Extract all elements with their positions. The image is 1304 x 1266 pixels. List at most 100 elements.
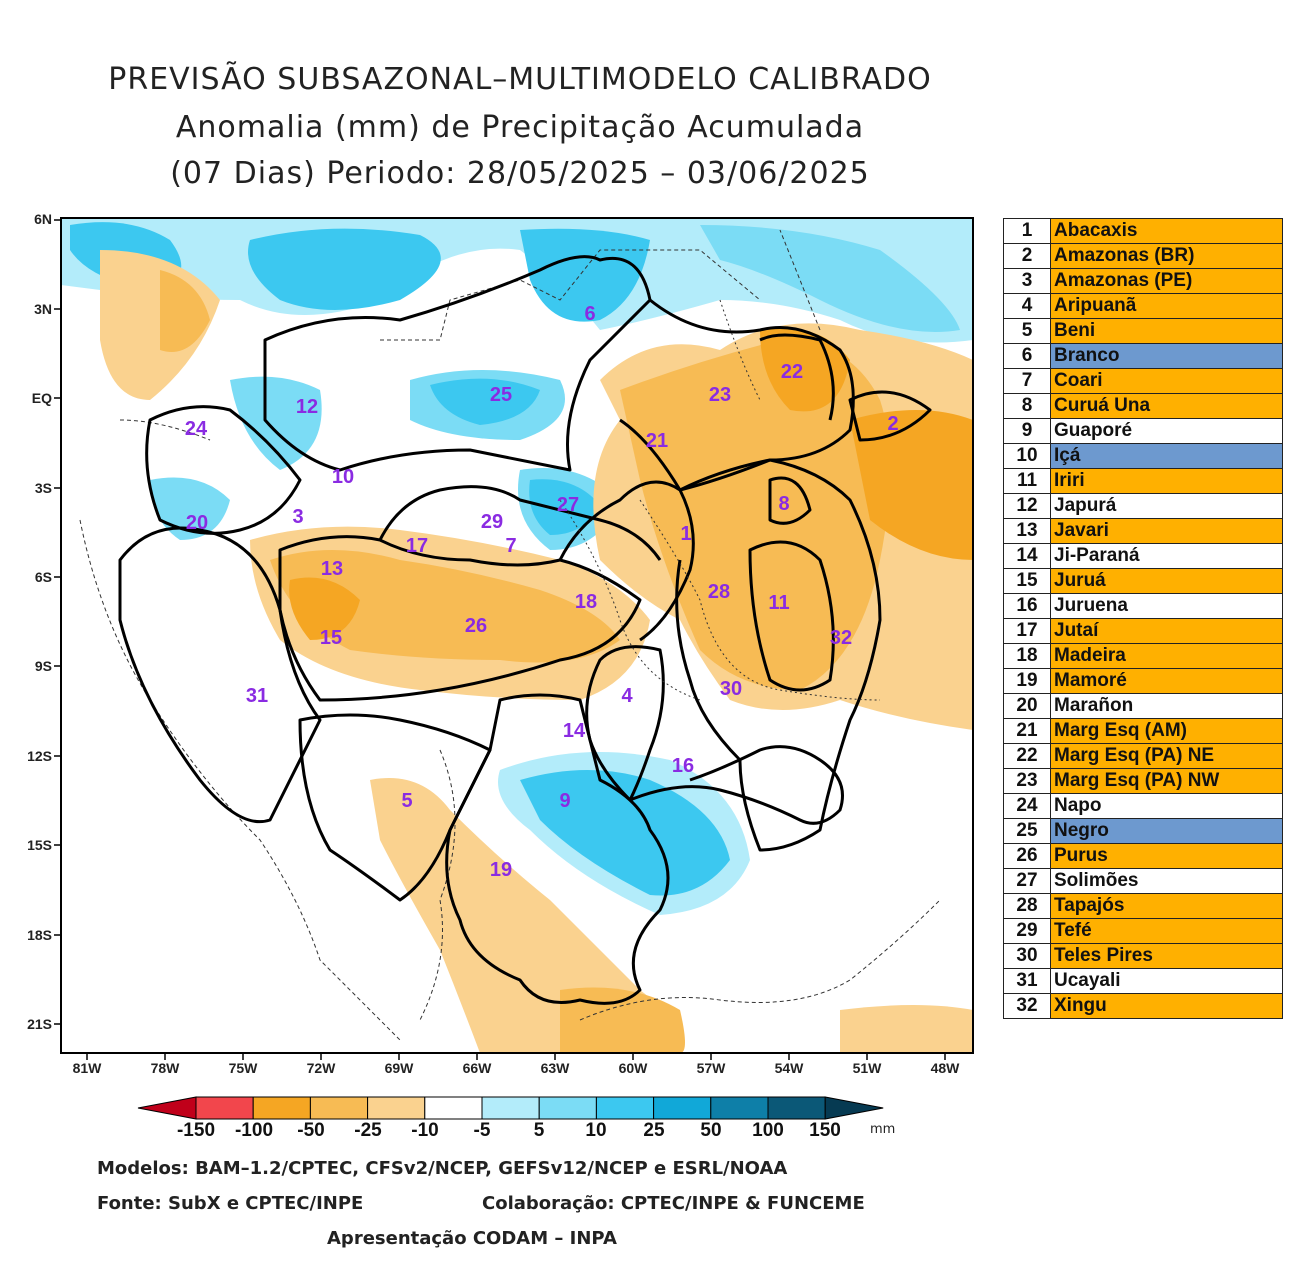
legend-row: 32 Xingu: [1003, 993, 1283, 1019]
legend-number: 6: [1003, 343, 1051, 369]
legend-basin-name: Tapajós: [1050, 893, 1283, 919]
legend-basin-name: Negro: [1050, 818, 1283, 844]
basin-label: 29: [481, 511, 503, 533]
colorbar-swatch: [595, 1096, 655, 1120]
legend-basin-name: Coari: [1050, 368, 1283, 394]
basin-label: 20: [186, 512, 208, 534]
colorbar-swatch: [195, 1096, 254, 1120]
colorbar-swatch: [767, 1096, 826, 1120]
lon-tick-label: 51W: [852, 1060, 882, 1076]
legend-number: 22: [1003, 743, 1051, 769]
legend-basin-name: Xingu: [1050, 993, 1283, 1019]
colorbar-swatch: [424, 1096, 483, 1120]
colorbar-label: -5: [473, 1120, 491, 1141]
legend-row: 23 Marg Esq (PA) NW: [1003, 768, 1283, 794]
basin-label: 14: [563, 720, 586, 742]
legend-number: 4: [1003, 293, 1051, 319]
legend-number: 24: [1003, 793, 1051, 819]
legend-row: 20 Marañon: [1003, 693, 1283, 719]
legend-row: 17 Jutaí: [1003, 618, 1283, 644]
basin-label: 10: [332, 466, 354, 488]
legend-number: 15: [1003, 568, 1051, 594]
legend-number: 25: [1003, 818, 1051, 844]
lat-tick-label: 18S: [27, 927, 52, 943]
legend-number: 17: [1003, 618, 1051, 644]
legend-number: 3: [1003, 268, 1051, 294]
legend-number: 30: [1003, 943, 1051, 969]
legend-row: 6 Branco: [1003, 343, 1283, 369]
basin-label: 15: [320, 627, 342, 649]
legend-basin-name: Javari: [1050, 518, 1283, 544]
legend-basin-name: Marg Esq (PA) NE: [1050, 743, 1283, 769]
legend-row: 26 Purus: [1003, 843, 1283, 869]
lat-tick-label: EQ: [31, 390, 52, 406]
legend-basin-name: Juruena: [1050, 593, 1283, 619]
colorbar-label: 50: [700, 1120, 722, 1141]
lon-tick-label: 75W: [228, 1060, 258, 1076]
legend-basin-name: Madeira: [1050, 643, 1283, 669]
legend-number: 13: [1003, 518, 1051, 544]
basin-legend-table: 1 Abacaxis 2 Amazonas (BR) 3 Amazonas (PE) 4 Ar…: [1003, 218, 1283, 1019]
basin-label: 23: [709, 384, 731, 406]
legend-number: 21: [1003, 718, 1051, 744]
basin-label: 6: [584, 303, 595, 325]
lon-tick-label: 60W: [618, 1060, 648, 1076]
basin-label: 12: [296, 396, 318, 418]
basin-label: 7: [505, 535, 516, 557]
legend-row: 15 Juruá: [1003, 568, 1283, 594]
legend-number: 31: [1003, 968, 1051, 994]
legend-basin-name: Amazonas (BR): [1050, 243, 1283, 269]
basin-label: 31: [246, 685, 268, 707]
legend-basin-name: Beni: [1050, 318, 1283, 344]
lon-tick-label: 48W: [930, 1060, 960, 1076]
legend-row: 9 Guaporé: [1003, 418, 1283, 444]
state-borders: [559, 299, 881, 701]
lat-tick-label: 21S: [27, 1016, 52, 1032]
legend-row: 10 Içá: [1003, 443, 1283, 469]
legend-row: 22 Marg Esq (PA) NE: [1003, 743, 1283, 769]
colorbar-swatch: [710, 1096, 769, 1120]
legend-basin-name: Teles Pires: [1050, 943, 1283, 969]
legend-basin-name: Japurá: [1050, 493, 1283, 519]
colorbar-swatch: [252, 1096, 311, 1120]
legend-basin-name: Tefé: [1050, 918, 1283, 944]
basin-boundaries: [118, 255, 932, 1005]
legend-row: 4 Aripuanã: [1003, 293, 1283, 319]
legend-row: 24 Napo: [1003, 793, 1283, 819]
colorbar-label: -25: [354, 1120, 382, 1141]
legend-number: 9: [1003, 418, 1051, 444]
legend-number: 28: [1003, 893, 1051, 919]
lon-tick-label: 81W: [72, 1060, 102, 1076]
legend-number: 10: [1003, 443, 1051, 469]
basin-label: 11: [768, 592, 789, 614]
map-period: (07 Dias) Periodo: 28/05/2025 – 03/06/20…: [170, 156, 870, 191]
footer-models: Modelos: BAM–1.2/CPTEC, CFSv2/NCEP, GEFS…: [97, 1158, 788, 1179]
colorbar-label: -50: [297, 1120, 325, 1141]
basin-label: 22: [781, 361, 803, 383]
legend-basin-name: Guaporé: [1050, 418, 1283, 444]
legend-basin-name: Juruá: [1050, 568, 1283, 594]
legend-basin-name: Amazonas (PE): [1050, 268, 1283, 294]
colorbar-max-arrow: [824, 1096, 884, 1120]
legend-row: 13 Javari: [1003, 518, 1283, 544]
legend-row: 7 Coari: [1003, 368, 1283, 394]
legend-basin-name: Abacaxis: [1050, 218, 1283, 244]
colorbar-swatch: [481, 1096, 540, 1120]
legend-basin-name: Solimões: [1050, 868, 1283, 894]
basin-label: 13: [321, 558, 343, 580]
colorbar-label: 100: [752, 1120, 784, 1141]
legend-number: 27: [1003, 868, 1051, 894]
basin-label: 27: [557, 494, 579, 516]
legend-number: 14: [1003, 543, 1051, 569]
map-subtitle: Anomalia (mm) de Precipitação Acumulada: [175, 110, 865, 145]
legend-number: 11: [1003, 468, 1051, 494]
lat-tick-label: 6S: [34, 569, 52, 585]
legend-basin-name: Purus: [1050, 843, 1283, 869]
anomaly-field: [61, 218, 973, 1053]
lat-tick-label: 12S: [27, 748, 52, 764]
colorbar-swatch: [653, 1096, 712, 1120]
lon-tick-label: 78W: [150, 1060, 180, 1076]
colorbar-label: 150: [809, 1120, 841, 1141]
basin-label: 24: [185, 418, 208, 440]
legend-number: 12: [1003, 493, 1051, 519]
